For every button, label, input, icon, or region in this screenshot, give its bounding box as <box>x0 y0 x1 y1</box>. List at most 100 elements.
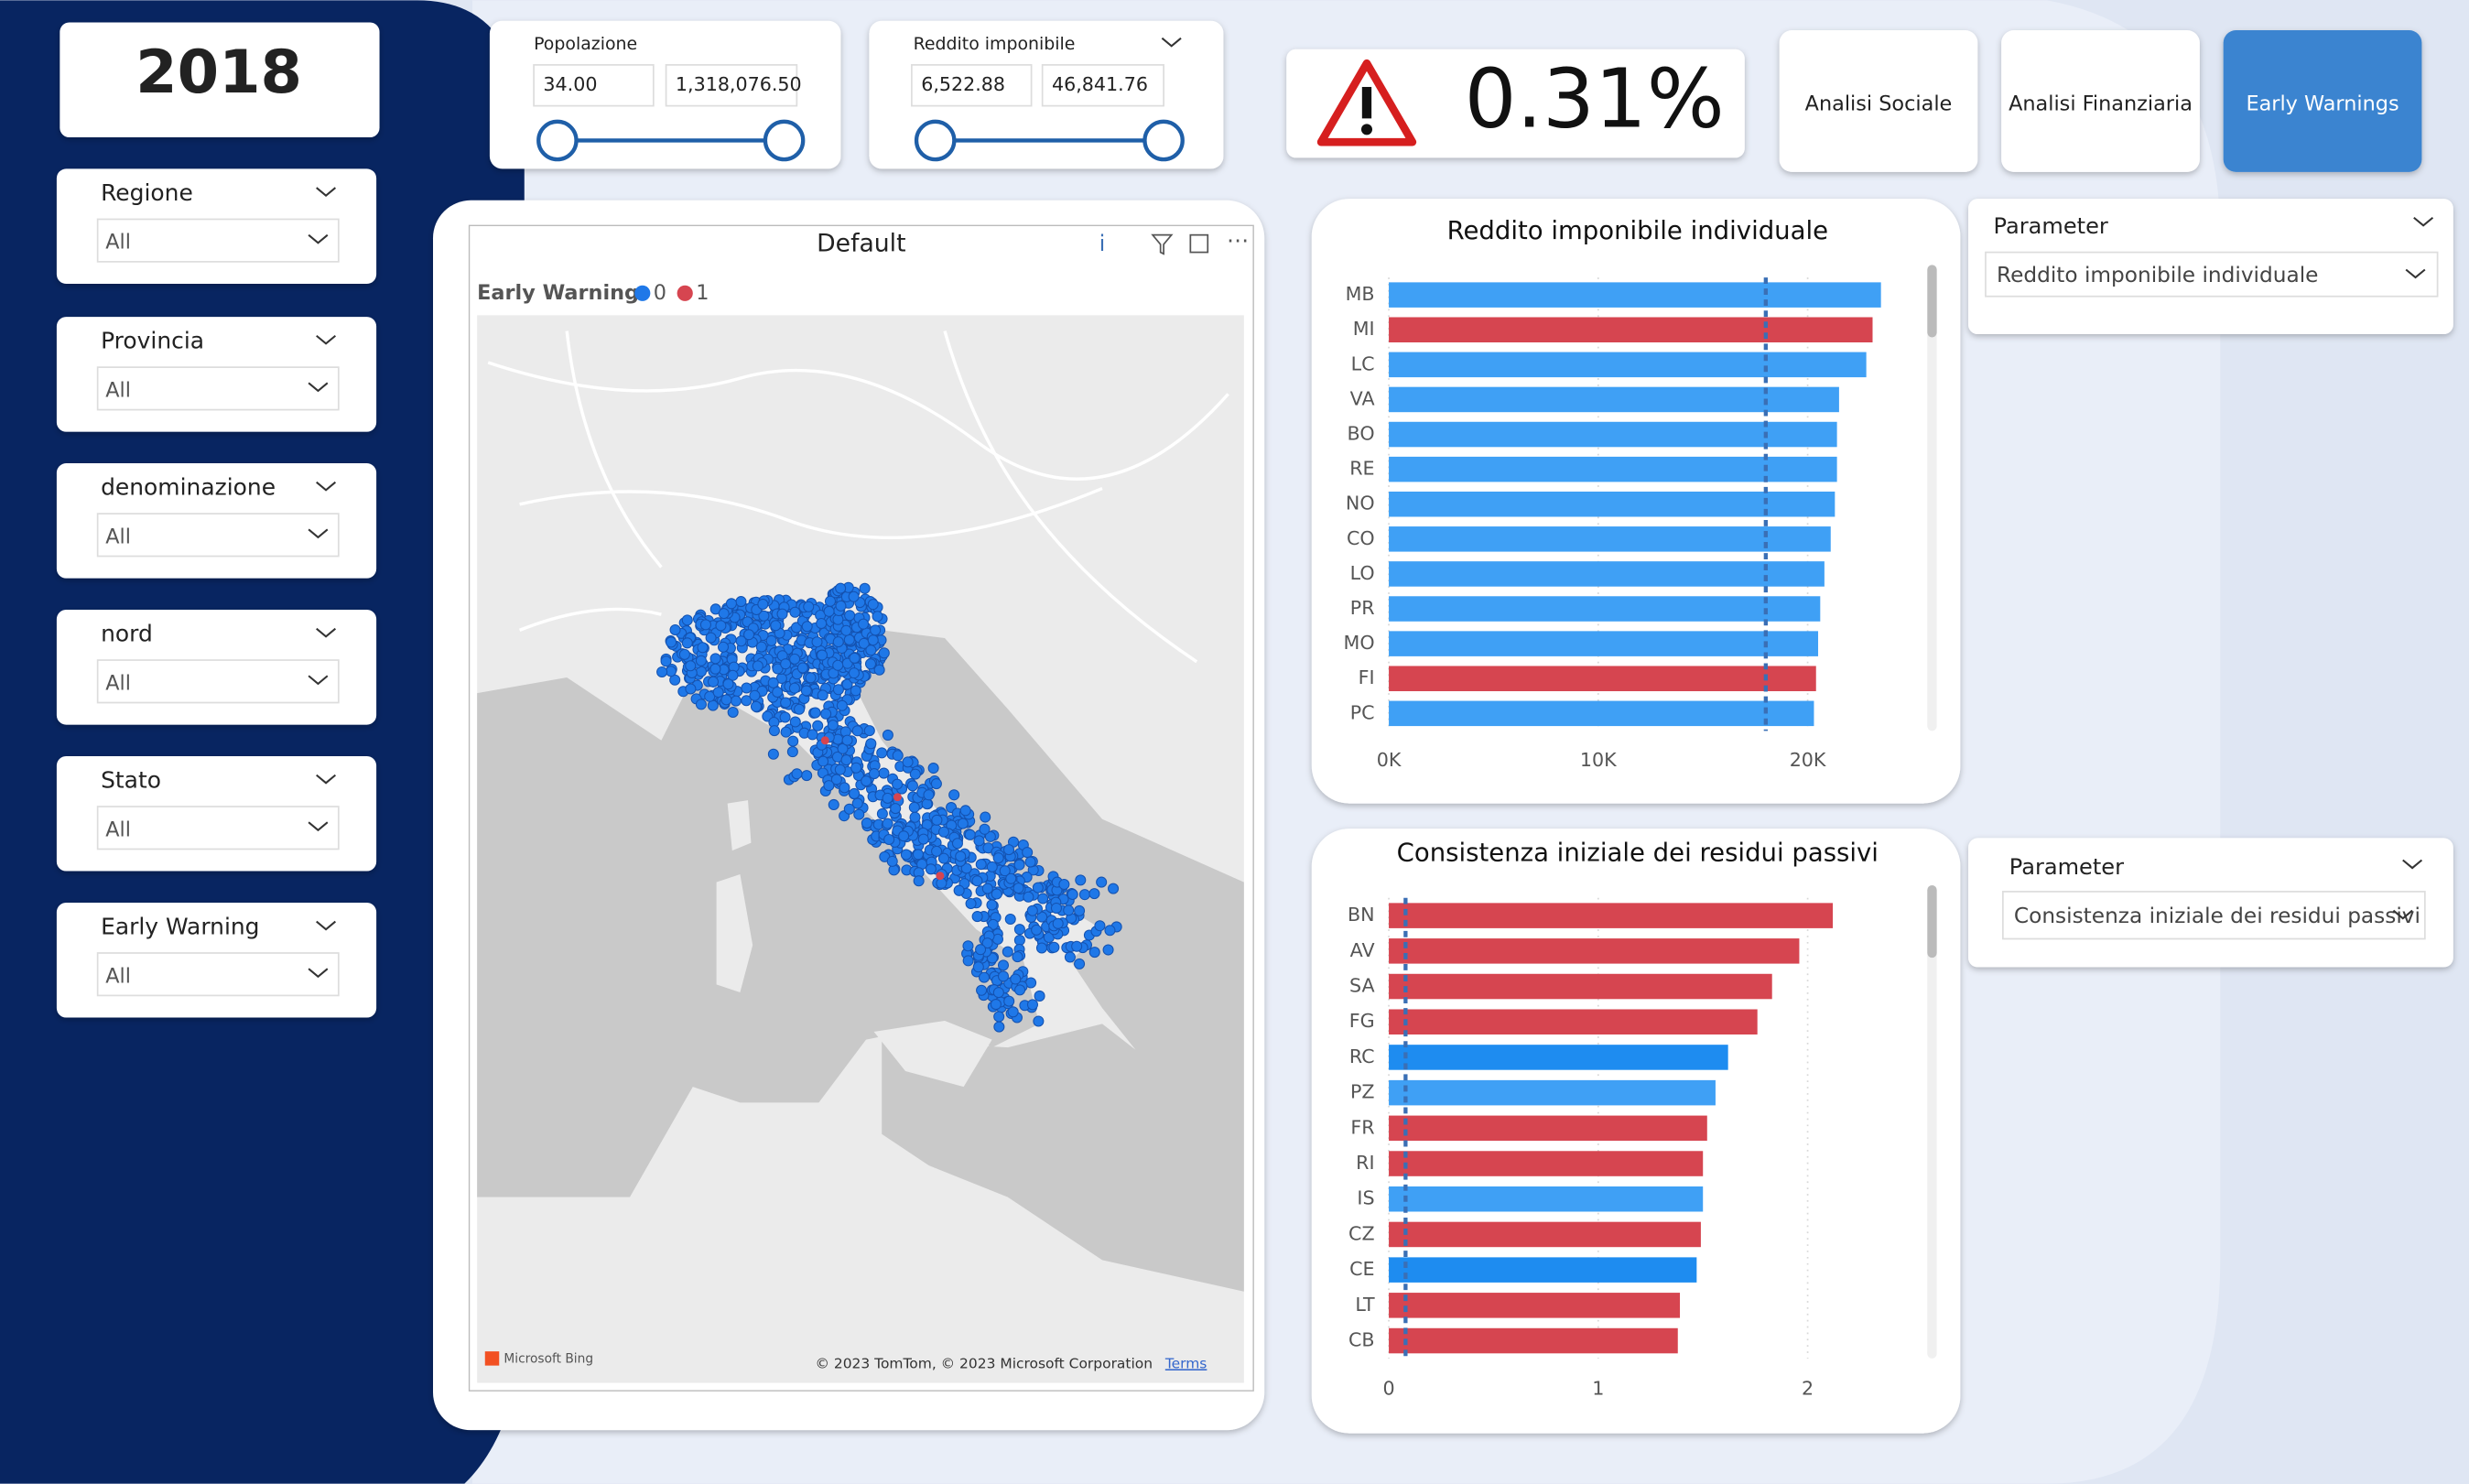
map-point <box>666 636 677 648</box>
map-point <box>991 888 1002 900</box>
filter-dropdown-chevron[interactable] <box>308 528 329 539</box>
slider-min-box[interactable] <box>911 64 1033 107</box>
y-tick-label: CZ <box>1348 1222 1375 1244</box>
map-point <box>975 944 987 956</box>
filter-dropdown[interactable] <box>96 218 340 263</box>
bar <box>1389 1115 1707 1142</box>
bar <box>1389 1079 1716 1106</box>
slider-chevron[interactable] <box>1161 37 1182 48</box>
parameter-chevron[interactable] <box>2413 216 2434 227</box>
x-tick-label: 2 <box>1802 1377 1814 1399</box>
map-point <box>923 789 935 801</box>
y-tick-label: AV <box>1350 939 1375 961</box>
map-point <box>1026 999 1039 1011</box>
slider-handle[interactable] <box>914 119 957 162</box>
year-card <box>60 22 380 138</box>
slider-handle[interactable] <box>763 119 806 162</box>
map-terms-link[interactable]: Terms <box>1164 1355 1207 1371</box>
map-point <box>1078 889 1090 901</box>
filter-value: All <box>105 525 131 548</box>
filter-dropdown[interactable] <box>96 659 340 704</box>
filter-chevron[interactable] <box>316 920 337 931</box>
map-point <box>900 849 912 861</box>
filter-dropdown[interactable] <box>96 952 340 997</box>
map-point <box>962 940 974 952</box>
filter-dropdown-chevron[interactable] <box>308 675 329 686</box>
map-point <box>789 653 801 665</box>
map-copyright: © 2023 TomTom, © 2023 Microsoft Corporat… <box>815 1355 1153 1371</box>
warning-icon-dot <box>1360 124 1373 135</box>
map-more-icon[interactable]: ⋯ <box>1227 228 1249 254</box>
filter-chevron[interactable] <box>316 187 337 197</box>
map-point <box>883 833 895 845</box>
map-point <box>718 608 730 620</box>
parameter-dropdown[interactable] <box>2002 891 2426 940</box>
parameter-dropdown-chevron[interactable] <box>2392 909 2413 920</box>
map-point-warning <box>936 872 945 881</box>
bar <box>1389 352 1867 378</box>
scrollbar-thumb[interactable] <box>1927 265 1937 338</box>
map-point <box>796 662 808 674</box>
filter-dropdown-chevron[interactable] <box>308 821 329 832</box>
nav-button[interactable] <box>2001 30 2200 172</box>
slider-max-box[interactable] <box>665 64 798 107</box>
filter-dropdown[interactable] <box>96 366 340 411</box>
warning-icon-bar <box>1361 86 1372 119</box>
map-point <box>848 667 860 679</box>
map-legend-swatch <box>634 285 651 301</box>
map-point <box>835 600 847 612</box>
map-point <box>990 999 1002 1011</box>
scrollbar-thumb[interactable] <box>1927 885 1937 959</box>
map-point <box>830 774 842 785</box>
nav-button[interactable] <box>2223 30 2422 172</box>
map-point <box>973 835 985 847</box>
filter-chevron[interactable] <box>316 481 337 492</box>
map-point <box>840 754 852 766</box>
map-legend-swatch <box>677 285 693 301</box>
map-point <box>1004 913 1016 926</box>
filter-chevron[interactable] <box>316 334 337 345</box>
parameter-dropdown-chevron[interactable] <box>2405 268 2426 279</box>
map-point <box>978 971 991 983</box>
map-point <box>779 711 791 723</box>
bar <box>1389 561 1825 587</box>
map-point <box>936 877 948 889</box>
filter-dropdown[interactable] <box>96 513 340 558</box>
map-point <box>735 596 747 608</box>
map-filter-icon[interactable] <box>1151 233 1174 255</box>
map-point <box>669 624 681 636</box>
map-point <box>987 918 999 930</box>
map-point <box>992 987 1004 999</box>
map-point <box>1096 876 1108 888</box>
nav-button[interactable] <box>1779 30 1978 172</box>
map-point <box>840 624 852 636</box>
parameter-chevron[interactable] <box>2402 859 2423 870</box>
map-point <box>953 884 965 896</box>
scrollbar-track <box>1927 885 1937 1359</box>
map-point <box>730 695 742 707</box>
map-point <box>818 755 829 767</box>
filter-dropdown-chevron[interactable] <box>308 968 329 979</box>
slider-max-box[interactable] <box>1041 64 1164 107</box>
map-point <box>770 620 782 632</box>
slider-handle[interactable] <box>1142 119 1185 162</box>
map-point <box>850 685 861 697</box>
map-point <box>772 663 784 675</box>
map-focus-icon[interactable] <box>1189 233 1209 254</box>
map-point <box>909 811 921 823</box>
filter-dropdown-chevron[interactable] <box>308 382 329 393</box>
y-tick-label: PZ <box>1350 1081 1375 1103</box>
y-tick-label: LT <box>1355 1294 1375 1316</box>
slider-handle[interactable] <box>536 119 579 162</box>
filter-dropdown[interactable] <box>96 806 340 850</box>
filter-dropdown-chevron[interactable] <box>308 233 329 244</box>
map-point <box>725 598 737 610</box>
filter-chevron[interactable] <box>316 774 337 785</box>
map-point <box>981 937 993 949</box>
slider-min-box[interactable] <box>533 64 655 107</box>
parameter-dropdown[interactable] <box>1985 251 2439 298</box>
map-point <box>980 811 991 823</box>
filter-chevron[interactable] <box>316 627 337 638</box>
map-point <box>882 792 893 804</box>
